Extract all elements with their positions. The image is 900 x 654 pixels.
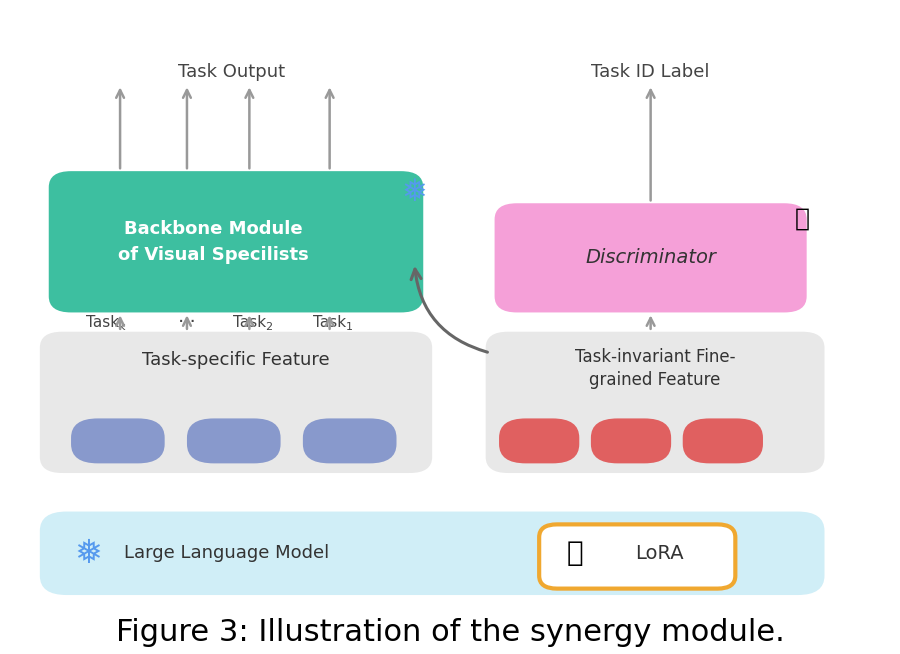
Text: Discriminator: Discriminator <box>585 249 716 267</box>
Text: Backbone Module
of Visual Specilists: Backbone Module of Visual Specilists <box>118 220 309 264</box>
FancyBboxPatch shape <box>187 419 281 464</box>
Text: Large Language Model: Large Language Model <box>124 544 329 562</box>
Text: Figure 3: Illustration of the synergy module.: Figure 3: Illustration of the synergy mo… <box>115 618 785 647</box>
FancyBboxPatch shape <box>40 511 824 595</box>
FancyBboxPatch shape <box>495 203 806 313</box>
Text: Task: Task <box>233 315 266 330</box>
Text: ❅: ❅ <box>401 178 428 207</box>
FancyBboxPatch shape <box>539 525 735 589</box>
Text: ❅: ❅ <box>75 537 103 570</box>
FancyBboxPatch shape <box>683 419 763 464</box>
Text: Task-specific Feature: Task-specific Feature <box>142 351 329 369</box>
Text: Task ID Label: Task ID Label <box>591 63 710 80</box>
Text: Task Output: Task Output <box>178 63 285 80</box>
Text: 🔥: 🔥 <box>566 540 583 567</box>
Text: 1: 1 <box>346 322 353 332</box>
Text: 2: 2 <box>266 322 273 332</box>
Text: Task: Task <box>313 315 346 330</box>
FancyBboxPatch shape <box>71 419 165 464</box>
Text: ···: ··· <box>177 313 196 332</box>
Text: Task: Task <box>86 315 119 330</box>
FancyBboxPatch shape <box>486 332 824 473</box>
FancyBboxPatch shape <box>591 419 671 464</box>
FancyBboxPatch shape <box>499 419 580 464</box>
Text: 🔥: 🔥 <box>795 207 810 230</box>
Text: k: k <box>119 322 125 332</box>
FancyBboxPatch shape <box>40 332 432 473</box>
Text: LoRA: LoRA <box>635 543 684 563</box>
Text: Task-invariant Fine-
grained Feature: Task-invariant Fine- grained Feature <box>575 348 735 389</box>
FancyBboxPatch shape <box>303 419 397 464</box>
FancyBboxPatch shape <box>49 171 423 313</box>
